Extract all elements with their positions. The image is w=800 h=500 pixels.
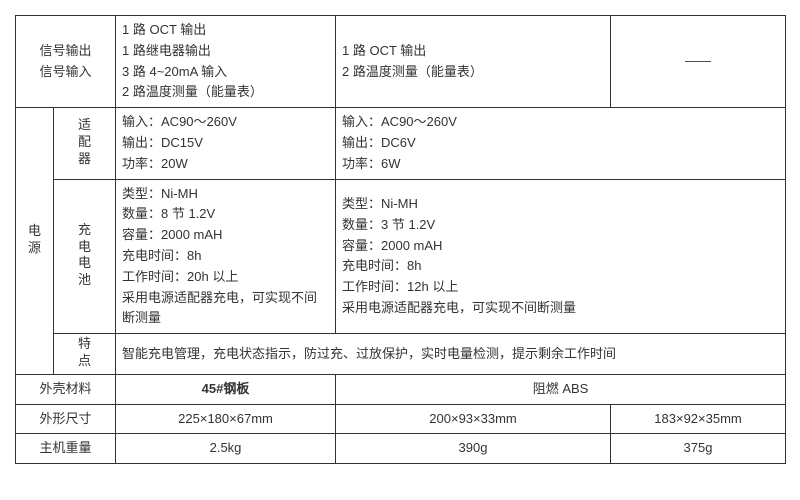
- cell: 225×180×67mm: [116, 404, 336, 434]
- cell: 类型：Ni-MH 数量：8 节 1.2V 容量：2000 mAH 充电时间：8h…: [116, 179, 336, 334]
- cell: 阻燃 ABS: [336, 374, 786, 404]
- cell: 类型：Ni-MH 数量：3 节 1.2V 容量：2000 mAH 充电时间：8h…: [336, 179, 786, 334]
- row-label-feature: 特点: [54, 334, 116, 375]
- label-signal-in: 信号输入: [22, 62, 109, 83]
- cell: 输入：AC90～260V 输出：DC6V 功率：6W: [336, 108, 786, 179]
- table-row: 充电电池 类型：Ni-MH 数量：8 节 1.2V 容量：2000 mAH 充电…: [16, 179, 786, 334]
- label: 适配器: [78, 117, 91, 168]
- label: 充电电池: [78, 222, 91, 290]
- cell: 1 路 OCT 输出 1 路继电器输出 3 路 4~20mA 输入 2 路温度测…: [116, 16, 336, 108]
- table-row: 特点 智能充电管理，充电状态指示，防过充、过放保护，实时电量检测，提示剩余工作时…: [16, 334, 786, 375]
- cell: 183×92×35mm: [611, 404, 786, 434]
- cell: 390g: [336, 434, 611, 464]
- row-label-size: 外形尺寸: [16, 404, 116, 434]
- group-label-power: 电源: [16, 108, 54, 375]
- table-row: 主机重量 2.5kg 390g 375g: [16, 434, 786, 464]
- row-label-battery: 充电电池: [54, 179, 116, 334]
- cell: 375g: [611, 434, 786, 464]
- table-row: 外壳材料 45#钢板 阻燃 ABS: [16, 374, 786, 404]
- value: 45#钢板: [202, 381, 250, 396]
- cell: 1 路 OCT 输出 2 路温度测量（能量表）: [336, 16, 611, 108]
- table-row: 信号输出 信号输入 1 路 OCT 输出 1 路继电器输出 3 路 4~20mA…: [16, 16, 786, 108]
- cell: 200×93×33mm: [336, 404, 611, 434]
- cell: 2.5kg: [116, 434, 336, 464]
- label-signal-out: 信号输出: [22, 41, 109, 62]
- label: 特点: [78, 336, 91, 370]
- row-label-signal: 信号输出 信号输入: [16, 16, 116, 108]
- cell: 45#钢板: [116, 374, 336, 404]
- table-row: 外形尺寸 225×180×67mm 200×93×33mm 183×92×35m…: [16, 404, 786, 434]
- row-label-adapter: 适配器: [54, 108, 116, 179]
- spec-table: 信号输出 信号输入 1 路 OCT 输出 1 路继电器输出 3 路 4~20mA…: [15, 15, 786, 464]
- label: 电源: [28, 223, 41, 257]
- cell: ——: [611, 16, 786, 108]
- row-label-material: 外壳材料: [16, 374, 116, 404]
- cell: 智能充电管理，充电状态指示，防过充、过放保护，实时电量检测，提示剩余工作时间: [116, 334, 786, 375]
- cell: 输入：AC90～260V 输出：DC15V 功率：20W: [116, 108, 336, 179]
- table-row: 电源 适配器 输入：AC90～260V 输出：DC15V 功率：20W 输入：A…: [16, 108, 786, 179]
- row-label-weight: 主机重量: [16, 434, 116, 464]
